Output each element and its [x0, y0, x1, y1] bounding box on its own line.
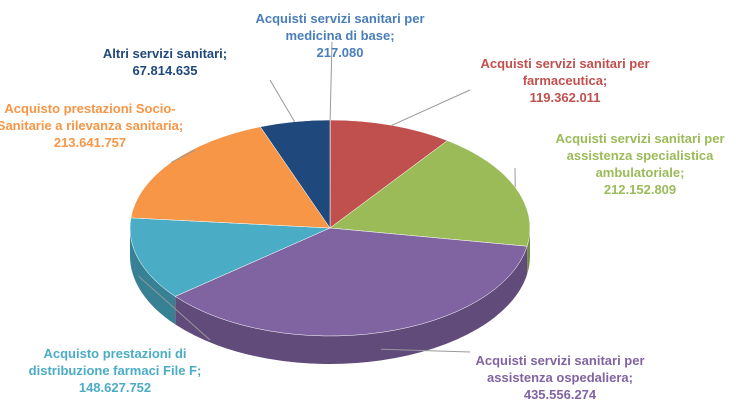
pie-slice — [329, 140, 531, 247]
slice-side — [527, 228, 530, 275]
slice-label: Acquisto prestazioni Socio-Sanitarie a r… — [0, 100, 185, 151]
leader-line — [138, 275, 211, 341]
leader-line — [381, 348, 471, 353]
pie-slice — [129, 217, 331, 297]
pie-slice — [329, 119, 448, 229]
category-name: Altri servizi sanitari; — [102, 46, 228, 61]
leader-line — [269, 79, 296, 122]
slice-label: Altri servizi sanitari; 67.814.635 — [75, 45, 255, 79]
category-name: Acquisti servizi sanitari per farmaceuti… — [480, 56, 650, 88]
value-label: 148.627.752 — [78, 380, 152, 395]
category-name: Acquisto prestazioni di distribuzione fa… — [28, 346, 202, 378]
leader-line — [391, 89, 471, 126]
category-name: Acquisto prestazioni Socio-Sanitarie a r… — [0, 101, 184, 133]
leader-line — [171, 149, 196, 163]
category-name: Acquisti servizi sanitari per assistenza… — [555, 131, 725, 180]
pie-slice — [174, 227, 528, 337]
slice-label: Acquisti servizi sanitari per medicina d… — [240, 10, 440, 61]
slice-side — [130, 228, 176, 325]
pie-slice — [130, 126, 331, 229]
slice-side — [175, 246, 528, 364]
value-label: 67.814.635 — [132, 63, 198, 78]
value-label: 212.152.809 — [603, 182, 677, 197]
pie-slice — [259, 119, 331, 229]
value-label: 435.556.274 — [523, 387, 597, 402]
value-label: 119.362.011 — [529, 90, 601, 105]
value-label: 213.641.757 — [53, 135, 127, 150]
slice-label: Acquisti servizi sanitari per farmaceuti… — [470, 55, 660, 106]
category-name: Acquisti servizi sanitari per assistenza… — [475, 353, 645, 385]
value-label: 217.080 — [316, 45, 364, 60]
slice-label: Acquisti servizi sanitari per assistenza… — [445, 352, 675, 403]
slice-label: Acquisto prestazioni di distribuzione fa… — [5, 345, 225, 396]
slice-label: Acquisti servizi sanitari per assistenza… — [535, 130, 736, 198]
leader-line — [329, 41, 333, 121]
category-name: Acquisti servizi sanitari per medicina d… — [255, 11, 425, 43]
